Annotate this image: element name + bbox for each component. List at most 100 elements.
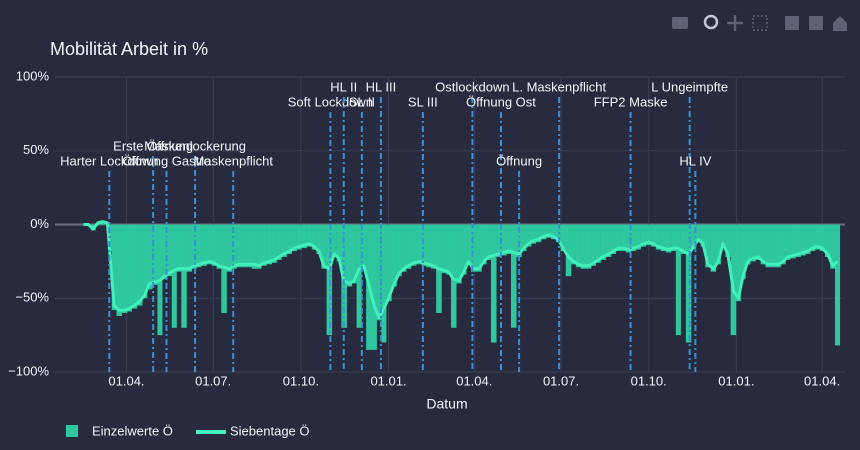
bar [126,224,133,312]
bar [671,224,677,252]
x-tick-label: 01.04. [456,373,492,388]
bar [691,224,697,250]
bar [311,224,317,250]
bar [506,224,512,254]
bar [206,224,213,265]
bar [640,224,647,247]
modebar [672,14,847,31]
bar [591,224,597,266]
x-tick-label: 01.04. [108,373,144,388]
bar [834,224,841,346]
bar [720,224,726,247]
x-tick-label: 01.04. [804,373,840,388]
bar [152,224,158,285]
bar [316,224,322,254]
bar [336,224,342,262]
bar [725,224,731,257]
camera-icon[interactable] [672,17,688,29]
bar [585,224,592,269]
bar [745,224,751,265]
legend-label: Siebentage Ö [230,423,310,438]
select-icon[interactable] [752,15,768,31]
bar [490,224,497,343]
bar-series [90,221,841,350]
bar [321,224,327,269]
bar [261,224,267,266]
bar [765,224,771,268]
bar [391,224,397,287]
pan-icon[interactable] [727,15,743,31]
zoom-out-icon[interactable] [809,16,823,30]
bar [171,224,177,328]
bar [291,224,297,252]
zoom-icon[interactable] [703,14,719,30]
bar [281,224,287,257]
bar [790,224,796,259]
y-tick-label: 0% [30,216,49,231]
bar [800,224,806,256]
event-label: SL III [408,94,438,109]
bar [276,224,282,260]
event-label: FFP2 Maske [594,94,668,109]
bar [296,224,302,250]
bar [470,224,477,272]
bar [166,224,173,277]
bar [810,224,816,252]
bar [814,224,821,250]
bar [805,224,811,254]
bar [631,224,637,252]
bar [181,224,187,328]
bar [376,224,382,321]
zoom-in-icon[interactable] [785,16,799,30]
x-tick-label: 01.10. [283,373,319,388]
home-icon[interactable] [833,16,847,31]
bar [575,224,581,268]
bar [665,224,672,253]
bar [526,224,532,247]
bar [824,224,831,257]
event-label: Öffnung Gastro [122,153,211,168]
bar [361,224,367,269]
bar [121,224,128,313]
bar [196,224,202,268]
bar [211,224,217,266]
event-label: L Ungeimpfte [651,79,728,94]
bar [615,224,621,252]
bar [730,224,737,336]
bar [271,224,277,263]
bar [426,224,432,268]
event-label: Harter Lockdown [60,153,158,168]
bar [775,224,781,268]
bar [406,224,412,269]
event-label: Öffnung [496,153,542,168]
bar [705,224,711,268]
bar [735,224,741,302]
event-label: Öffnung Ost [466,94,536,109]
bar [625,224,632,253]
bar [715,224,721,265]
bar [441,224,447,274]
bar [541,224,547,240]
bar [410,224,417,266]
bar [710,224,717,272]
x-tick-label: 01.07. [543,373,579,388]
bar [516,224,522,257]
bar [446,224,452,275]
bar [401,224,407,272]
bar [760,224,766,265]
bar [456,224,462,284]
bar [351,224,357,284]
event-label: Maskenlockerung [144,138,246,153]
legend: Einzelwerte Ö Siebentage Ö [66,423,310,438]
line [83,220,839,319]
bar [186,224,193,272]
bar [795,224,801,257]
bar [770,224,776,268]
bar [580,224,587,269]
bar [595,224,601,263]
bar [660,224,667,252]
bar [620,224,627,252]
bar [450,224,457,328]
bar [531,224,537,244]
